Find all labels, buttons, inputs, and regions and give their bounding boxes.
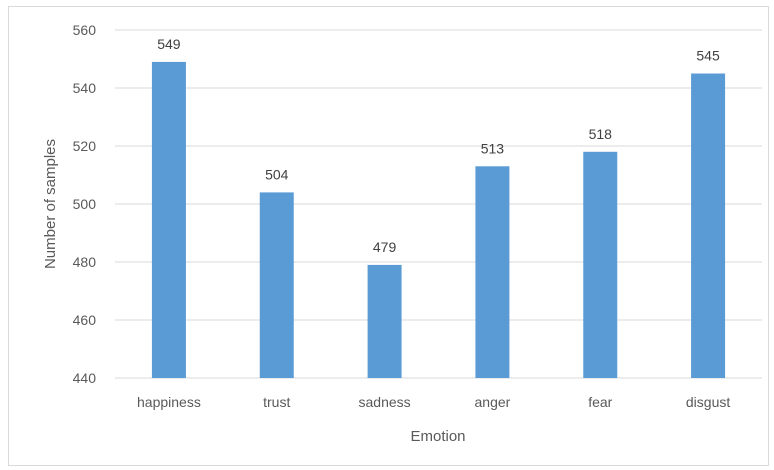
x-tick-label-trust: trust bbox=[263, 394, 290, 410]
y-tick-label: 460 bbox=[73, 312, 97, 328]
y-tick-labels: 440 460 480 500 520 540 560 bbox=[73, 22, 97, 386]
data-label-sadness: 479 bbox=[373, 239, 397, 255]
y-tick-label: 520 bbox=[73, 138, 97, 154]
bar-fear bbox=[583, 151, 618, 378]
bar-disgust bbox=[691, 73, 726, 378]
bar-trust bbox=[259, 192, 294, 378]
chart-frame bbox=[8, 6, 769, 466]
gridlines bbox=[115, 29, 762, 379]
bar-anger bbox=[475, 166, 510, 378]
y-tick-label: 440 bbox=[73, 370, 97, 386]
x-tick-label-anger: anger bbox=[475, 394, 511, 410]
x-tick-label-sadness: sadness bbox=[359, 394, 411, 410]
y-axis-title: Number of samples bbox=[42, 139, 59, 269]
x-tick-label-fear: fear bbox=[588, 394, 612, 410]
data-label-trust: 504 bbox=[265, 166, 289, 182]
data-label-anger: 513 bbox=[481, 140, 505, 156]
x-tick-label-happiness: happiness bbox=[137, 394, 201, 410]
data-labels: 549 504 479 513 518 545 bbox=[157, 36, 720, 255]
y-tick-label: 480 bbox=[73, 254, 97, 270]
data-label-happiness: 549 bbox=[157, 36, 181, 52]
y-tick-label: 540 bbox=[73, 80, 97, 96]
bar-happiness bbox=[151, 61, 186, 379]
data-label-disgust: 545 bbox=[696, 48, 720, 64]
y-tick-label: 500 bbox=[73, 196, 97, 212]
bars bbox=[151, 61, 726, 379]
bar-sadness bbox=[367, 264, 402, 378]
x-axis-title: Emotion bbox=[410, 428, 465, 445]
y-tick-label: 560 bbox=[73, 22, 97, 38]
x-tick-label-disgust: disgust bbox=[686, 394, 730, 410]
data-label-fear: 518 bbox=[589, 126, 613, 142]
x-tick-labels: happiness trust sadness anger fear disgust bbox=[137, 394, 730, 410]
